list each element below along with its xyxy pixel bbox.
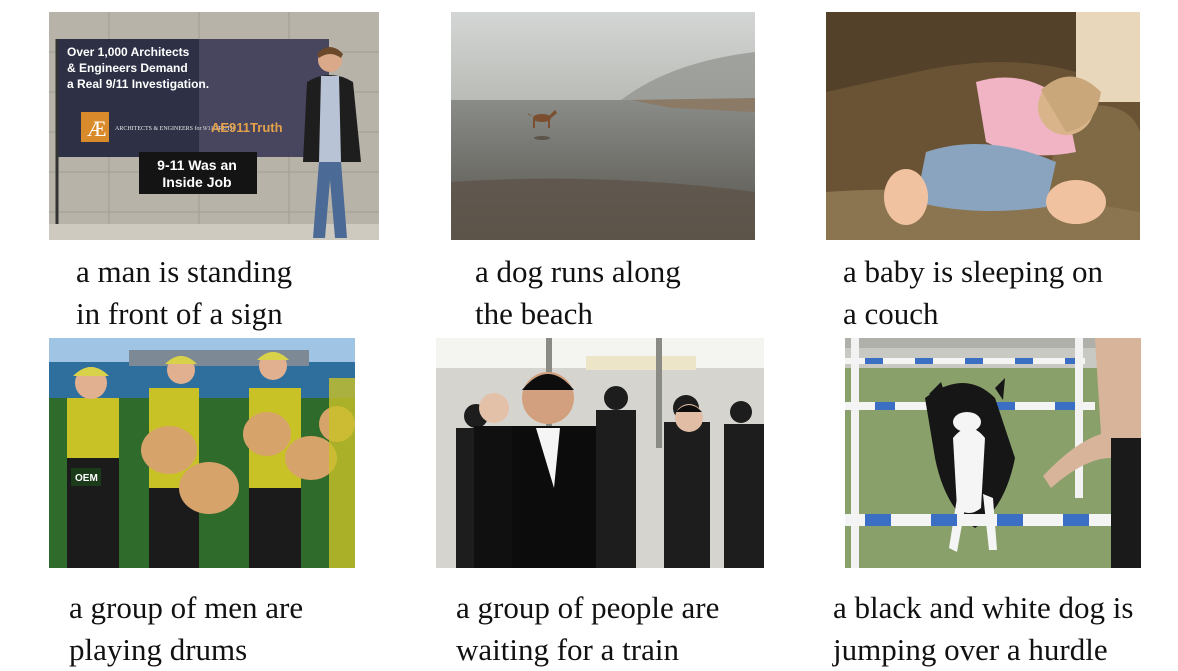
banner-line-3: a Real 9/11 Investigation. <box>67 77 209 91</box>
caption-line: a man is standing <box>76 254 293 289</box>
caption-dog-hurdle: a black and white dog is jumping over a … <box>833 587 1133 671</box>
caption-dog-beach: a dog runs along the beach <box>475 251 681 335</box>
photo-men-drums: OEM <box>49 338 355 568</box>
caption-line: a black and white dog is <box>833 590 1134 625</box>
banner-line-2: & Engineers Demand <box>67 61 188 75</box>
caption-line: a baby is sleeping on <box>843 254 1104 289</box>
caption-line: in front of a sign <box>76 296 283 331</box>
caption-people-train: a group of people are waiting for a trai… <box>456 587 719 671</box>
photo-baby-couch <box>826 12 1140 240</box>
sign-line-2: Inside Job <box>162 174 231 190</box>
caption-line: playing drums <box>69 632 248 667</box>
banner-brand-text: AE911Truth <box>211 120 283 135</box>
caption-line: waiting for a train <box>456 632 679 667</box>
photo-people-train <box>436 338 764 568</box>
banner-logo-text: ARCHITECTS & ENGINEERS for 9/11 TRUTH <box>115 125 235 132</box>
caption-line: the beach <box>475 296 593 331</box>
caption-line: a group of men are <box>69 590 304 625</box>
svg-text:Æ: Æ <box>87 116 107 141</box>
banner-line-1: Over 1,000 Architects <box>67 45 190 59</box>
caption-man-standing-sign: a man is standing in front of a sign <box>76 251 292 335</box>
sign-line-1: 9-11 Was an <box>157 157 237 173</box>
caption-men-drums: a group of men are playing drums <box>69 587 303 671</box>
photo-dog-beach <box>451 12 755 240</box>
photo-dog-hurdle <box>845 338 1141 568</box>
caption-line: a couch <box>843 296 939 331</box>
caption-line: jumping over a hurdle <box>833 632 1108 667</box>
photo-man-standing-sign: Over 1,000 Architects & Engineers Demand… <box>49 12 379 240</box>
caption-line: a group of people are <box>456 590 720 625</box>
caption-baby-couch: a baby is sleeping on a couch <box>843 251 1103 335</box>
caption-line: a dog runs along <box>475 254 681 289</box>
arm-text: OEM <box>75 473 98 484</box>
